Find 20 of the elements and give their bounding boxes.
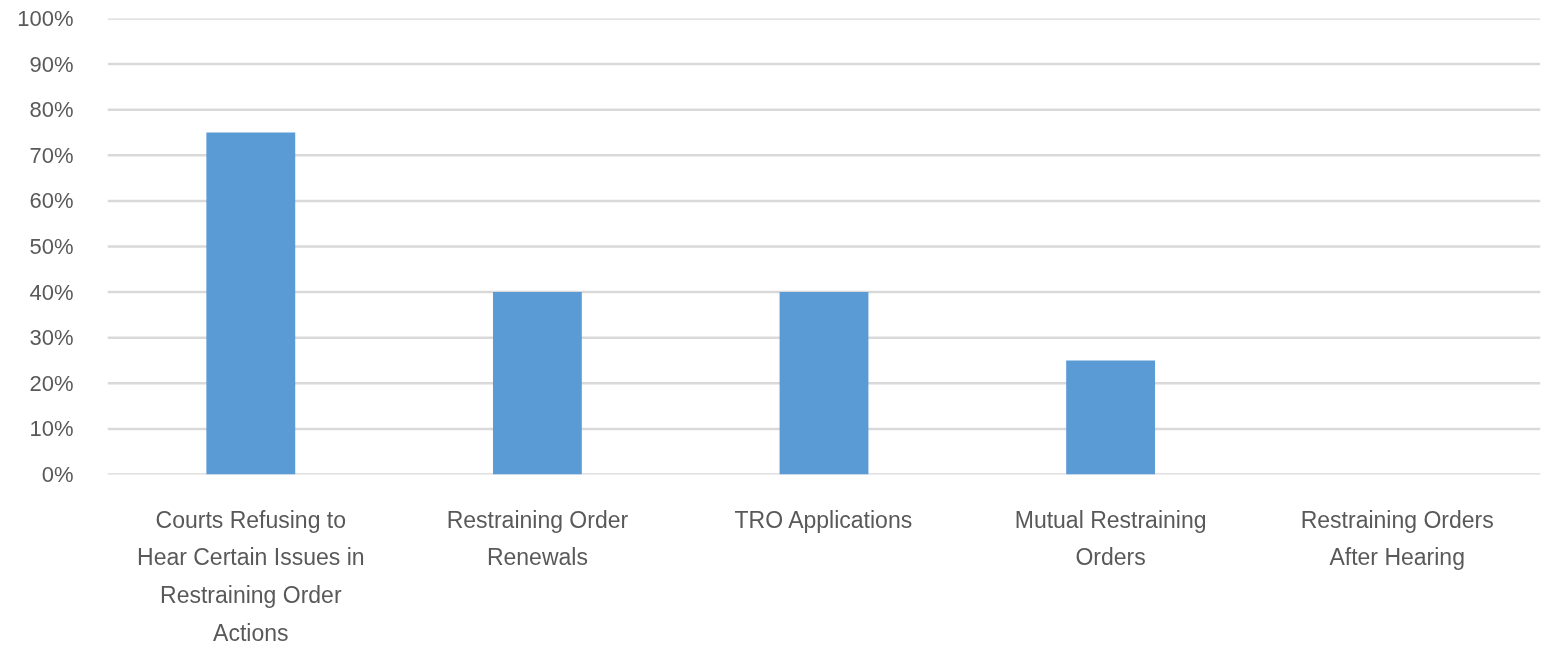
x-tick-label: Courts Refusing to Hear Certain Issues in Restraining Order Actions — [137, 506, 365, 646]
y-tick-label: 0% — [41, 462, 74, 487]
y-tick-label: 30% — [29, 325, 74, 351]
bar — [206, 132, 296, 475]
y-tick-label: 90% — [29, 51, 74, 77]
y-tick-label: 50% — [29, 234, 74, 259]
y-tick-label: 60% — [29, 188, 74, 214]
x-tick-label: Restraining Order Renewals — [446, 506, 629, 571]
x-tick-label: Restraining Orders After Hearing — [1300, 506, 1494, 571]
bar — [779, 292, 869, 475]
y-tick-label: 10% — [29, 416, 74, 442]
y-tick-label: 70% — [29, 142, 74, 168]
x-tick-label: TRO Applications — [734, 506, 913, 533]
y-tick-label: 80% — [29, 97, 74, 123]
y-tick-label: 40% — [29, 279, 74, 305]
y-tick-label: 100% — [17, 6, 74, 31]
y-tick-label: 20% — [29, 370, 74, 396]
x-tick-label: Mutual Restraining Orders — [1014, 506, 1207, 571]
bar — [1066, 360, 1156, 475]
bar — [492, 292, 582, 475]
